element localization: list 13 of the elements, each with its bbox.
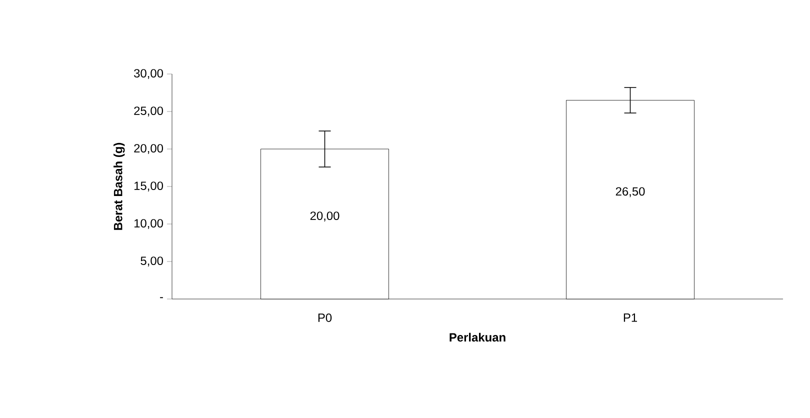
x-axis-title: Perlakuan bbox=[450, 332, 506, 342]
y-tick-label: 5,00 bbox=[140, 256, 164, 266]
y-tick-label: - bbox=[160, 297, 163, 298]
data-label: 20,00 bbox=[310, 212, 340, 222]
y-tick-label: 20,00 bbox=[134, 144, 164, 154]
x-tick-label: P0 bbox=[318, 314, 332, 322]
data-label: 26,50 bbox=[616, 187, 645, 198]
y-axis-title: Berat Basah (g) bbox=[114, 142, 125, 230]
x-tick-label: P1 bbox=[624, 314, 637, 322]
y-tick-label: 10,00 bbox=[134, 219, 164, 229]
y-tick-label: 15,00 bbox=[134, 182, 164, 192]
y-tick-label: 25,00 bbox=[134, 106, 164, 116]
y-tick-label: 30,00 bbox=[134, 69, 164, 79]
